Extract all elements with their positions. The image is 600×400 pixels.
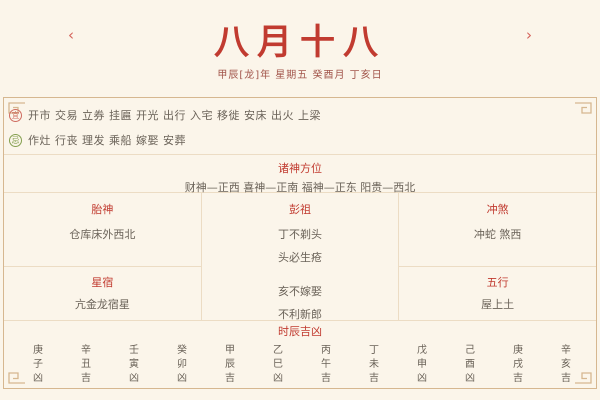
avoid-seal-icon: 忌 [9, 133, 22, 147]
prev-day-arrow-icon[interactable]: ‹ [68, 26, 74, 44]
gods-directions-row: 诸神方位 财神—正西 喜神—正南 福神—正东 阳贵—西北 [4, 155, 596, 194]
avoid-row: 忌 作灶 行丧 理发 乘船 嫁娶 安葬 [9, 132, 186, 148]
hour-item: 辛亥吉 [558, 344, 570, 386]
pengzu-line2: 头必生疮 [278, 251, 322, 264]
next-day-arrow-icon[interactable]: › [526, 26, 532, 44]
xingxiu-content: 亢金龙宿星 [74, 298, 130, 311]
taishen-header: 胎神 [91, 203, 114, 216]
page-title: 八月十八 [213, 22, 386, 63]
hours-fortune-header: 时辰吉凶 [278, 325, 322, 338]
avoid-activities: 作灶 行丧 理发 乘船 嫁娶 安葬 [28, 134, 186, 147]
suitable-avoid-section: 宜 开市 交易 立券 挂匾 开光 出行 入宅 移徙 安床 出火 上梁 忌 作灶 … [4, 98, 596, 155]
chongsha-content: 冲蛇 煞西 [473, 228, 522, 241]
hour-item: 癸卯凶 [174, 344, 186, 386]
grid-left-column: 胎神 仓库床外西北 星宿 亢金龙宿星 [4, 193, 201, 320]
hour-item: 己酉凶 [462, 344, 474, 386]
chongsha-header: 冲煞 [486, 203, 509, 216]
pengzu-line4: 不利新郎 [278, 308, 322, 321]
almanac-grid: 胎神 仓库床外西北 星宿 亢金龙宿星 彭祖 丁不剃头 头必生疮 亥不嫁娶 不利新… [4, 193, 597, 321]
hour-item: 戊申凶 [414, 344, 426, 386]
taishen-content: 仓库床外西北 [69, 228, 136, 241]
hour-item: 甲辰吉 [222, 344, 234, 386]
chongsha-cell: 冲煞 冲蛇 煞西 [399, 201, 597, 267]
suitable-seal-icon: 宜 [9, 108, 22, 122]
hour-item: 乙巳凶 [270, 344, 282, 386]
xingxiu-header: 星宿 [91, 276, 114, 289]
wuxing-cell: 五行 屋上土 [399, 274, 596, 335]
suitable-row: 宜 开市 交易 立券 挂匾 开光 出行 入宅 移徙 安床 出火 上梁 [9, 107, 321, 123]
hour-item: 辛丑吉 [78, 344, 90, 386]
pengzu-line1: 丁不剃头 [278, 228, 322, 241]
xingxiu-cell: 星宿 亢金龙宿星 [4, 274, 201, 335]
gods-directions-content: 财神—正西 喜神—正南 福神—正东 阳贵—西北 [184, 181, 416, 194]
content-frame: 宜 开市 交易 立券 挂匾 开光 出行 入宅 移徙 安床 出火 上梁 忌 作灶 … [3, 97, 597, 389]
hour-item: 庚子凶 [30, 344, 42, 386]
hour-item: 丙午吉 [318, 344, 330, 386]
gods-directions-header: 诸神方位 [278, 162, 322, 175]
pengzu-cell: 彭祖 丁不剃头 头必生疮 亥不嫁娶 不利新郎 [200, 193, 400, 321]
hours-fortune-section: 时辰吉凶 庚子凶 辛丑吉 壬寅凶 癸卯凶 甲辰吉 乙巳凶 丙午吉 丁未吉 戊申凶 己酉凶 庚戌吉 辛亥… [4, 321, 596, 388]
wuxing-header: 五行 [486, 276, 509, 289]
hour-list: 庚子凶 辛丑吉 壬寅凶 癸卯凶 甲辰吉 乙巳凶 丙午吉 丁未吉 戊申凶 己酉凶 庚戌吉 辛亥吉 [4, 344, 596, 396]
taishen-cell: 胎神 仓库床外西北 [4, 201, 201, 267]
pengzu-header: 彭祖 [289, 203, 311, 216]
date-subtitle: 甲辰[龙]年 星期五 癸酉月 丁亥日 [217, 70, 383, 81]
suitable-activities: 开市 交易 立券 挂匾 开光 出行 入宅 移徙 安床 出火 上梁 [28, 109, 321, 122]
hour-item: 丁未吉 [366, 344, 378, 386]
hour-item: 壬寅凶 [126, 344, 138, 386]
hour-item: 庚戌吉 [510, 344, 522, 386]
wuxing-content: 屋上土 [481, 298, 515, 311]
pengzu-line3: 亥不嫁娶 [278, 285, 322, 298]
grid-right-column: 冲煞 冲蛇 煞西 五行 屋上土 [399, 193, 597, 320]
